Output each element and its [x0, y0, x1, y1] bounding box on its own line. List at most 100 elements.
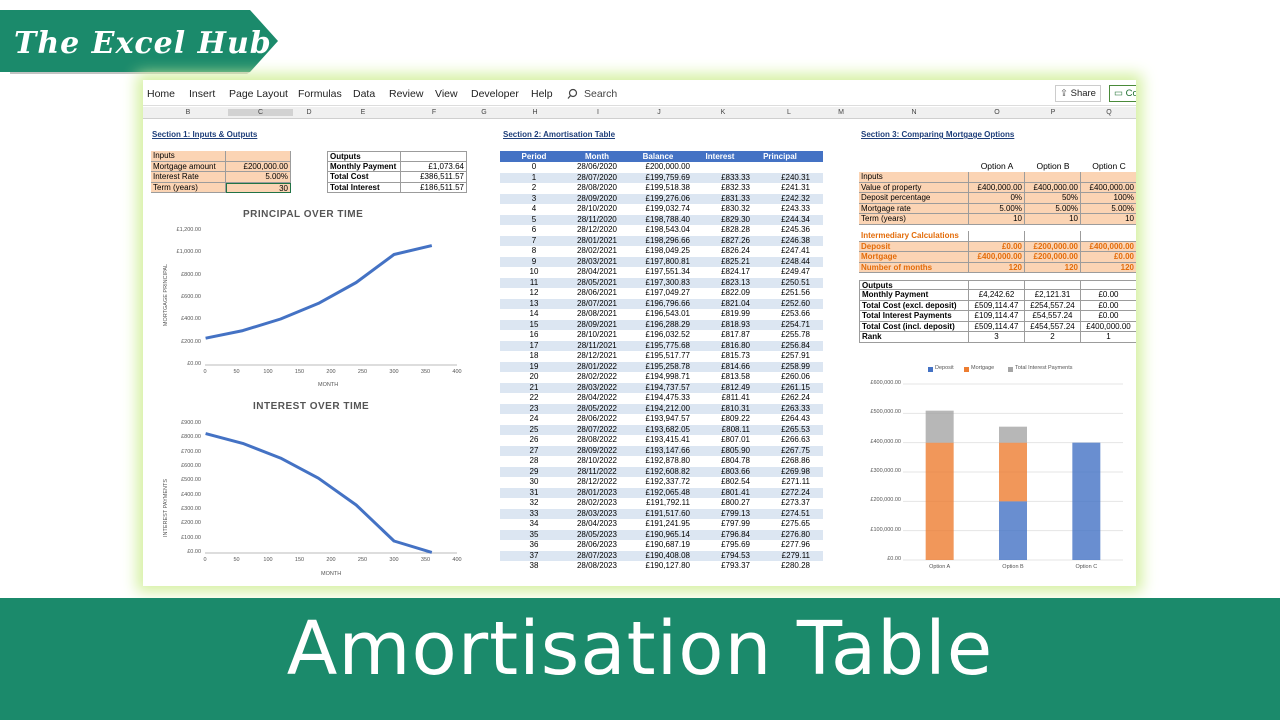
table-cell[interactable]: £199,276.06	[645, 193, 691, 203]
series-line[interactable]	[205, 244, 433, 340]
table-cell[interactable]: 28/10/2022	[576, 456, 618, 465]
table-cell[interactable]: £821.04	[721, 298, 750, 308]
col-header[interactable]: P	[1050, 109, 1056, 116]
table-cell[interactable]: 24	[529, 414, 539, 423]
table-cell[interactable]: £803.66	[721, 466, 750, 476]
table-cell[interactable]: 10	[529, 267, 539, 276]
intermediary-header-blank[interactable]	[969, 231, 1025, 242]
table-row[interactable]: 20 28/02/2022 £194,998.71 £813.58 £260.06	[500, 372, 823, 383]
table-cell[interactable]: £797.99	[721, 519, 750, 528]
table-cell[interactable]: 28/04/2022	[576, 393, 618, 402]
table-cell[interactable]: £799.13	[721, 508, 750, 518]
output-label[interactable]: Monthly Payment	[859, 290, 969, 301]
table-cell[interactable]: £191,517.60	[645, 508, 691, 518]
table-row[interactable]: 21 28/03/2022 £194,737.57 £812.49 £261.15	[500, 382, 823, 393]
table-cell[interactable]: £194,212.00	[645, 403, 691, 413]
mortgage-label[interactable]: Mortgage amount	[151, 161, 226, 172]
output-value[interactable]: £0.00	[1081, 290, 1136, 301]
output-label[interactable]: Total Interest Payments	[859, 311, 969, 322]
bar-total-interest-payments[interactable]	[925, 410, 954, 443]
table-cell[interactable]: £274.51	[781, 508, 810, 518]
table-cell[interactable]: 28	[529, 456, 539, 465]
table-cell[interactable]: 5	[531, 214, 537, 224]
table-cell[interactable]: 3	[531, 193, 537, 203]
table-cell[interactable]: £192,608.82	[645, 466, 691, 476]
output-value[interactable]: £509,114.47	[969, 321, 1025, 332]
table-cell[interactable]: 28/10/2020	[576, 204, 618, 213]
rate-label[interactable]: Interest Rate	[151, 172, 226, 183]
intermediary-value[interactable]: £400,000.00	[969, 252, 1025, 263]
table-cell[interactable]: £195,775.68	[645, 340, 691, 350]
table-cell[interactable]: £816.80	[721, 340, 750, 350]
table-cell[interactable]: 16	[529, 330, 539, 339]
table-cell[interactable]: 34	[529, 519, 539, 528]
outputs-header[interactable]: Outputs	[327, 151, 401, 162]
table-cell[interactable]: 28/02/2021	[576, 246, 618, 255]
input-value[interactable]: 100%	[1081, 193, 1136, 204]
table-cell[interactable]: £269.98	[781, 466, 810, 476]
table-cell[interactable]: 15	[529, 319, 539, 329]
intermediary-value[interactable]: £0.00	[1081, 252, 1136, 263]
table-cell[interactable]: 12	[529, 288, 539, 297]
table-cell[interactable]: 28/08/2022	[576, 435, 618, 444]
intermediary-value[interactable]: 120	[1025, 262, 1081, 273]
table-cell[interactable]: £246.38	[781, 235, 810, 245]
table-cell[interactable]: £268.86	[781, 456, 810, 465]
table-row[interactable]: 4 28/10/2020 £199,032.74 £830.32 £243.33	[500, 204, 823, 215]
table-cell[interactable]: 33	[529, 508, 539, 518]
table-cell[interactable]: £199,759.69	[645, 172, 691, 182]
table-cell[interactable]: £190,408.08	[645, 550, 691, 560]
table-cell[interactable]: £805.90	[721, 445, 750, 455]
option-header[interactable]: Option B	[1036, 161, 1070, 171]
table-cell[interactable]: £198,788.40	[645, 214, 691, 224]
output-value[interactable]: 2	[1025, 332, 1081, 343]
output-value[interactable]: £0.00	[1081, 301, 1136, 311]
total-cost-label[interactable]: Total Cost	[327, 172, 401, 183]
monthly-payment-label[interactable]: Monthly Payment	[327, 161, 401, 172]
table-cell[interactable]: £200,000.00	[645, 162, 691, 171]
table-cell[interactable]: 22	[529, 393, 539, 402]
table-cell[interactable]: £266.63	[781, 435, 810, 444]
table-cell[interactable]: 28/07/2022	[576, 424, 618, 434]
table-row[interactable]: 11 28/05/2021 £197,300.83 £823.13 £250.51	[500, 277, 823, 288]
table-cell[interactable]: £276.80	[781, 529, 810, 539]
table-cell[interactable]: 28/11/2022	[577, 466, 617, 476]
bar-deposit[interactable]	[999, 501, 1027, 560]
table-cell[interactable]: 28/03/2023	[576, 508, 618, 518]
col-header[interactable]: K	[720, 109, 726, 116]
table-cell[interactable]: 28/02/2022	[576, 372, 618, 381]
table-cell[interactable]: 28/07/2021	[576, 298, 618, 308]
table-cell[interactable]: £265.53	[781, 424, 810, 434]
intermediary-label[interactable]: Mortgage	[859, 252, 969, 263]
col-header[interactable]: J	[657, 109, 661, 116]
table-row[interactable]: 38 28/08/2023 £190,127.80 £793.37 £280.28	[500, 561, 823, 572]
intermediary-header-blank[interactable]	[1025, 231, 1081, 242]
table-cell[interactable]: 28/02/2023	[576, 498, 618, 507]
input-value[interactable]: 50%	[1025, 193, 1081, 204]
intermediary-header-blank[interactable]	[1081, 231, 1136, 242]
table-cell[interactable]: £256.84	[781, 340, 810, 350]
table-cell[interactable]: £807.01	[721, 435, 750, 444]
table-cell[interactable]: 30	[529, 477, 539, 486]
table-cell[interactable]: 36	[529, 540, 539, 549]
table-cell[interactable]: £800.27	[721, 498, 750, 507]
table-cell[interactable]: 28/03/2022	[576, 382, 618, 392]
menu-page-layout[interactable]: Page Layout	[229, 88, 288, 100]
table-cell[interactable]: £197,551.34	[645, 267, 691, 276]
table-cell[interactable]: 28/05/2022	[576, 403, 618, 413]
table-cell[interactable]: 20	[529, 372, 539, 381]
table-cell[interactable]: £262.24	[781, 393, 810, 402]
table-cell[interactable]: 26	[529, 435, 539, 444]
table-cell[interactable]: £833.33	[721, 172, 750, 182]
table-cell[interactable]: £199,518.38	[645, 183, 691, 192]
table-row[interactable]: 17 28/11/2021 £195,775.68 £816.80 £256.84	[500, 340, 823, 351]
intermediary-label[interactable]: Deposit	[859, 241, 969, 252]
table-cell[interactable]: 28/06/2023	[576, 540, 618, 549]
input-value[interactable]: 5.00%	[1025, 203, 1081, 214]
table-cell[interactable]: £832.33	[721, 183, 750, 192]
table-row[interactable]: 16 28/10/2021 £196,032.52 £817.87 £255.78	[500, 330, 823, 341]
table-cell[interactable]: 28/01/2021	[576, 235, 618, 245]
inputs-header-blank[interactable]	[1025, 172, 1081, 183]
table-row[interactable]: 2 28/08/2020 £199,518.38 £832.33 £241.31	[500, 183, 823, 194]
table-cell[interactable]: 37	[529, 550, 539, 560]
